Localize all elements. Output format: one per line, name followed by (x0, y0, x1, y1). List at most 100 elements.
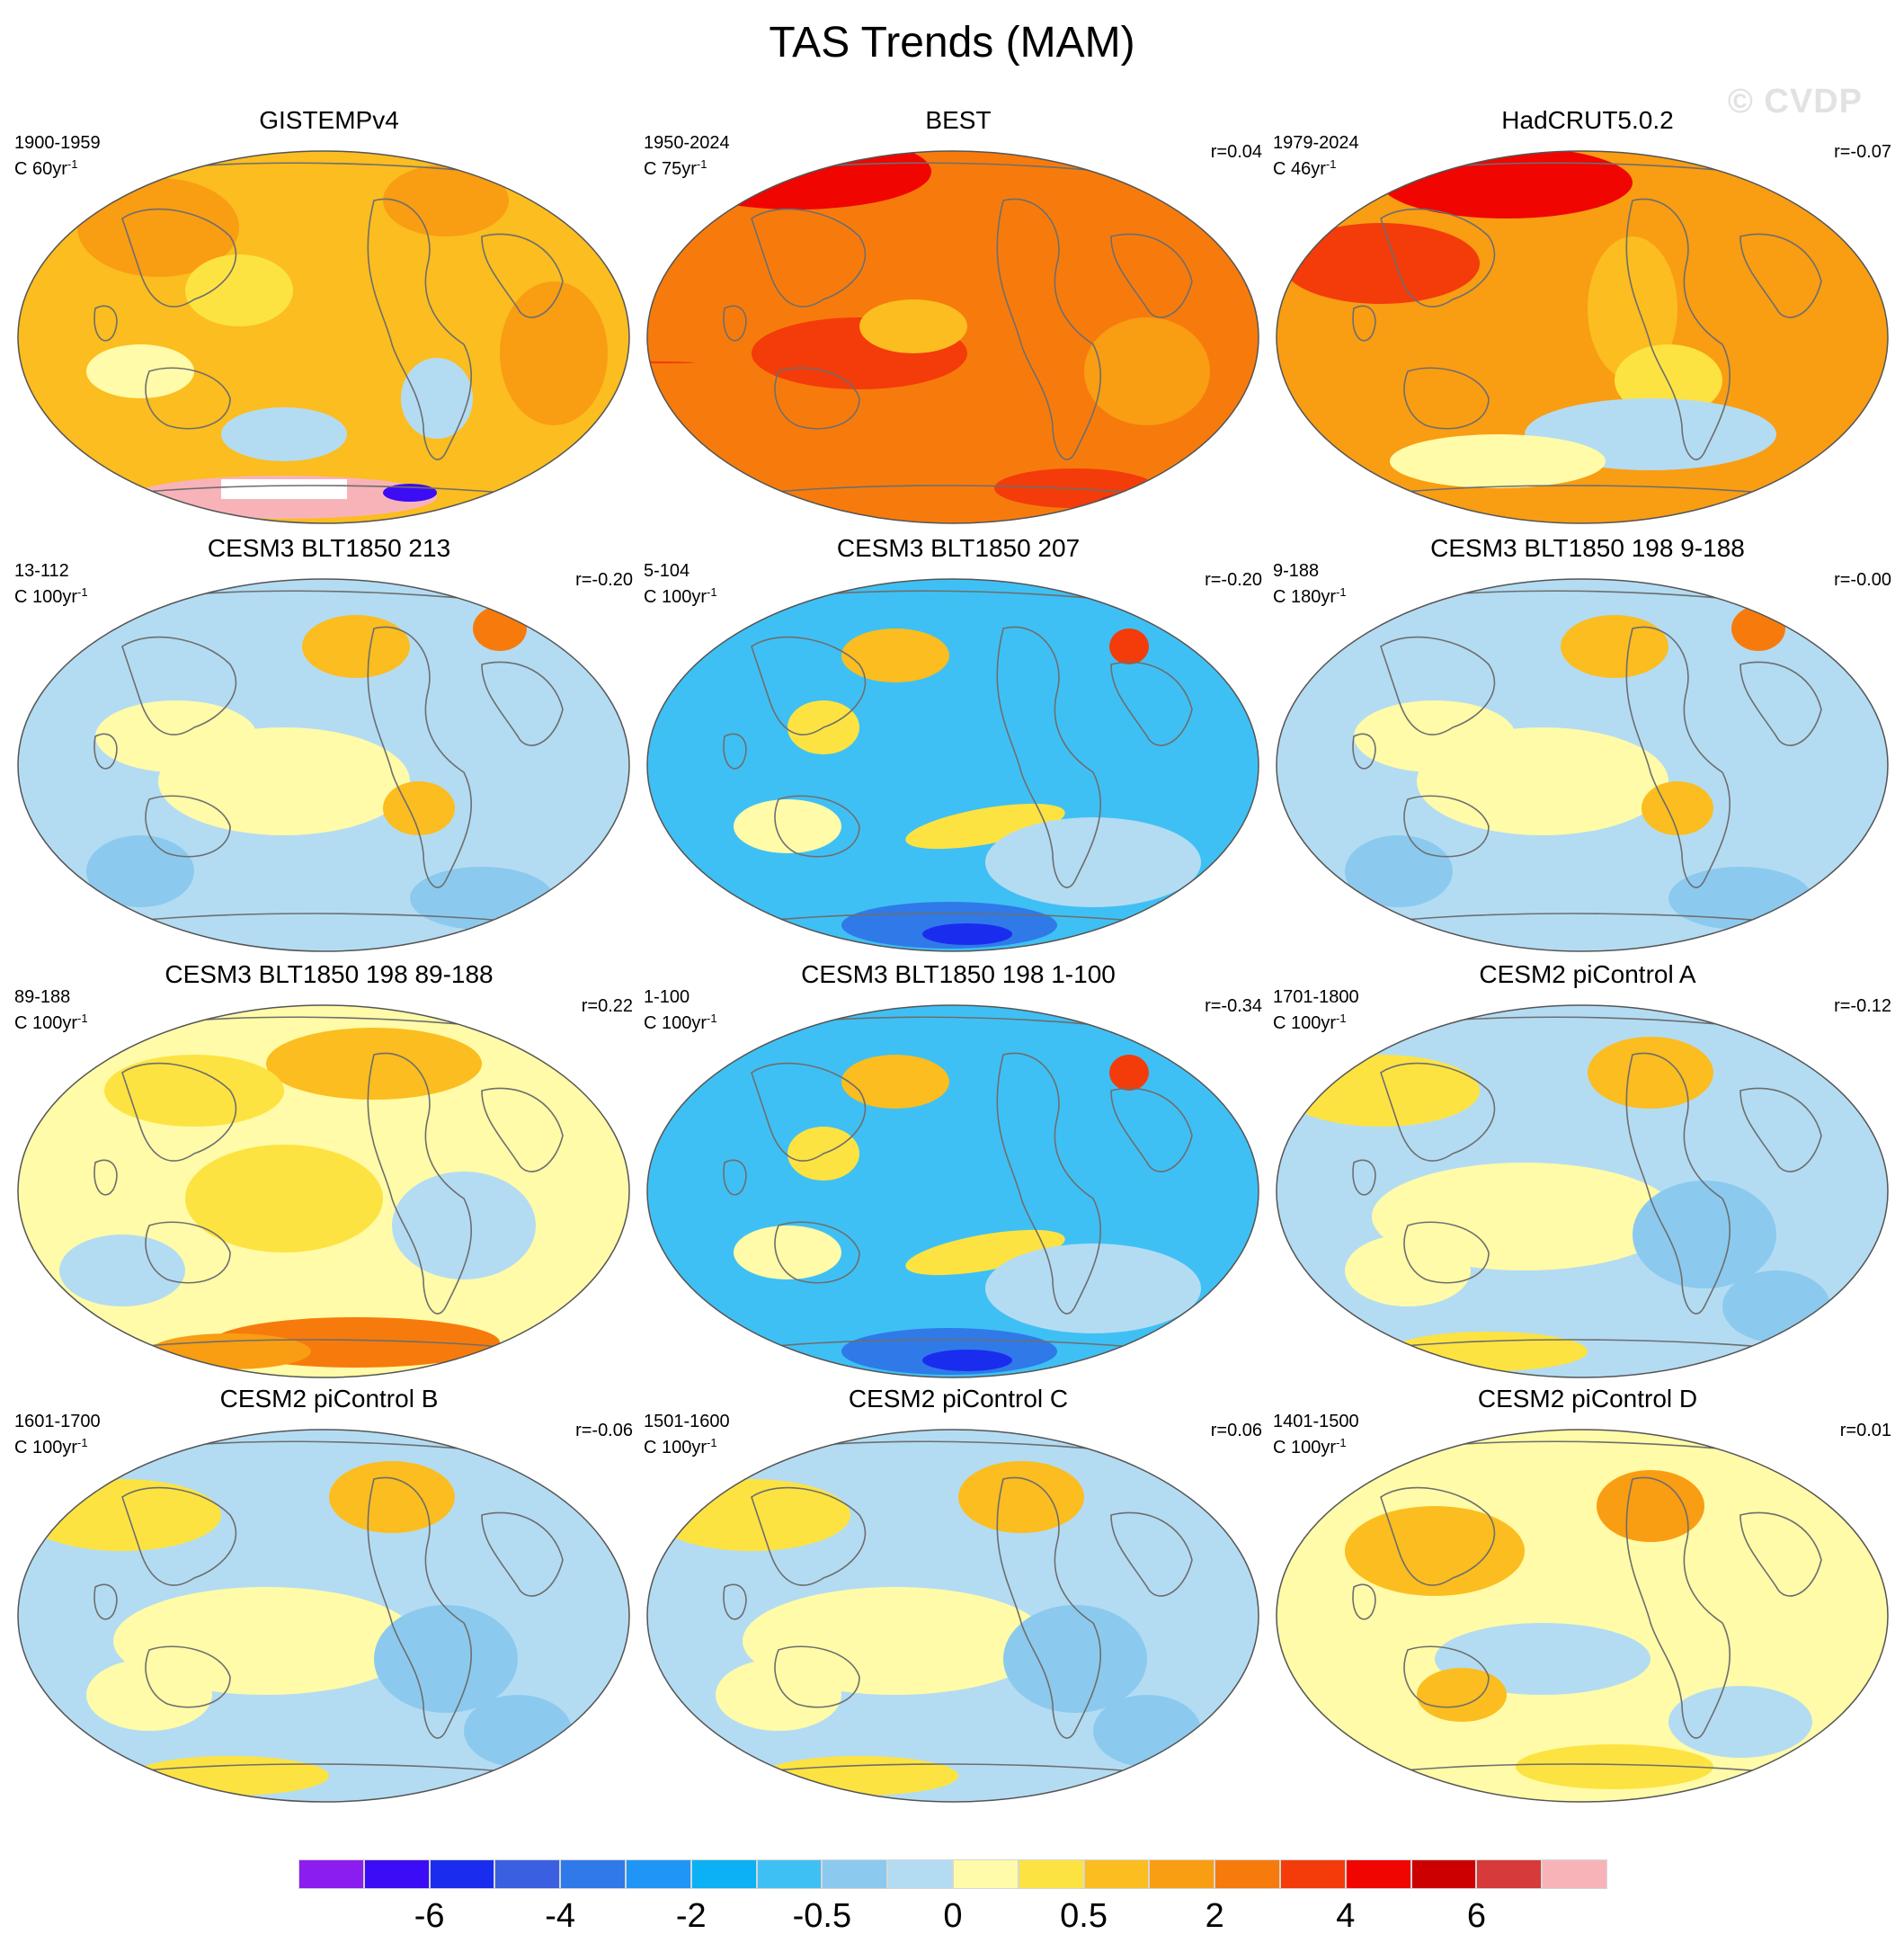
panel-units: C 100yr-1 (644, 582, 717, 608)
colorbar-box (887, 1859, 953, 1889)
trend-anomaly-region (1588, 1037, 1713, 1109)
panel-period: 9-188 (1273, 561, 1320, 581)
coastline (723, 305, 747, 342)
trend-anomaly-region (464, 939, 572, 951)
panel-correlation: r=-0.06 (575, 1421, 633, 1440)
colorbar-box (690, 1859, 757, 1889)
panel-correlation: r=-0.12 (1834, 996, 1891, 1016)
panel-units-exponent: -1 (707, 1012, 717, 1025)
colorbar-box (1018, 1859, 1084, 1889)
trend-anomaly-region (1642, 781, 1713, 835)
panel-units-exponent: -1 (77, 1012, 88, 1025)
coastline (1625, 626, 1731, 888)
map-border (17, 1004, 630, 1378)
coastline (481, 233, 564, 318)
coastline (145, 1645, 231, 1708)
trend-anomaly-region (329, 1461, 455, 1533)
coastline (1739, 1511, 1822, 1597)
map-border (646, 1004, 1259, 1378)
map-border (1276, 150, 1889, 524)
trend-anomaly-region (1282, 1055, 1480, 1127)
trend-anomaly-region (859, 299, 967, 353)
trend-anomaly-region (1668, 1686, 1812, 1758)
trend-anomaly-region (1109, 628, 1149, 664)
trend-anomaly-region (401, 358, 473, 439)
panel-units-text: C 100yr (644, 587, 707, 607)
coastline (1352, 305, 1376, 342)
trend-anomaly-region (647, 361, 694, 364)
colorbar-tick-label: 6 (1466, 1897, 1486, 1935)
panel-period: 1601-1700 (14, 1412, 101, 1431)
coastline (1110, 1511, 1193, 1597)
trend-anomaly-region (1390, 1332, 1588, 1371)
trend-anomaly-region (905, 1229, 1065, 1276)
panel-units-exponent: -1 (77, 1436, 88, 1449)
coastline (481, 661, 564, 746)
panel-correlation: r=-0.07 (1834, 142, 1891, 162)
trend-anomaly-region (922, 923, 1012, 945)
trend-anomaly-region (86, 1659, 212, 1731)
coastline (1352, 733, 1376, 770)
trend-anomaly-region (1417, 1668, 1507, 1722)
trend-anomaly-region (1345, 835, 1453, 907)
trend-anomaly-region (1390, 434, 1606, 488)
colorbar-box (822, 1859, 888, 1889)
trend-anomaly-region (86, 835, 194, 907)
panel-title: CESM3 BLT1850 198 9-188 (1430, 534, 1745, 562)
map-border (1276, 1004, 1889, 1378)
trend-anomaly-region (1668, 867, 1812, 930)
panel-correlation: r=-0.20 (575, 570, 633, 590)
panel-units-text: C 100yr (644, 1438, 707, 1457)
panel-units-exponent: -1 (1336, 1012, 1347, 1025)
trend-anomaly-region (985, 817, 1201, 907)
trend-anomaly-region (1633, 1181, 1776, 1288)
trend-anomaly-region (905, 803, 1065, 850)
coastline (121, 1062, 237, 1162)
map-border (646, 1429, 1259, 1803)
coastline (996, 1476, 1101, 1739)
panel-period: 1701-1800 (1273, 987, 1359, 1007)
colorbar-box (494, 1859, 561, 1889)
trend-anomaly-region (149, 1333, 311, 1369)
colorbar-box (626, 1859, 691, 1889)
coastline (1380, 1062, 1496, 1162)
map-panel: CESM3 BLT1850 213 13-112 C 100yr-1 r=-0.20 (14, 533, 644, 956)
coastline (1380, 208, 1496, 308)
coastline (723, 1159, 747, 1196)
trend-map (646, 578, 1259, 952)
panel-units-text: C 100yr (14, 1013, 78, 1033)
trend-anomaly-region (302, 615, 410, 678)
coastline (145, 1221, 231, 1284)
trend-anomaly-region (1109, 1055, 1149, 1091)
trend-anomaly-region (841, 628, 949, 682)
coastline (121, 1486, 237, 1586)
trend-anomaly-region (1084, 317, 1210, 425)
panel-period: 1979-2024 (1273, 133, 1359, 153)
map-border (17, 578, 630, 952)
trend-anomaly-region (841, 1055, 949, 1109)
trend-anomaly-region (1345, 1234, 1471, 1306)
missing-data-region (221, 479, 347, 499)
trend-anomaly-region (221, 407, 347, 461)
trend-anomaly-region (1561, 615, 1668, 678)
map-panel: CESM3 BLT1850 207 5-104 C 100yr-1 r=-0.20 (644, 533, 1273, 956)
panel-units: C 75yr-1 (644, 154, 707, 180)
coastline (1403, 795, 1490, 858)
panel-period: 13-112 (14, 561, 69, 581)
coastline (723, 733, 747, 770)
panel-units: C 60yr-1 (14, 154, 77, 180)
map-panel: CESM3 BLT1850 198 9-188 9-188 C 180yr-1 r=-… (1273, 533, 1902, 956)
map-background-field (647, 1005, 1259, 1377)
panel-units-exponent: -1 (696, 157, 707, 171)
panel-units-text: C 75yr (644, 159, 697, 179)
panel-units-exponent: -1 (707, 1436, 717, 1449)
trend-anomaly-region (59, 1234, 185, 1306)
coastline (145, 795, 231, 858)
trend-anomaly-region (1588, 236, 1677, 380)
colorbar-box (1149, 1859, 1215, 1889)
coastline (1739, 233, 1822, 318)
panel-correlation: r=-0.34 (1205, 996, 1262, 1016)
colorbar-tick-label: 4 (1336, 1897, 1356, 1935)
trend-anomaly-region (104, 1055, 284, 1127)
colorbar-box (1214, 1859, 1280, 1889)
